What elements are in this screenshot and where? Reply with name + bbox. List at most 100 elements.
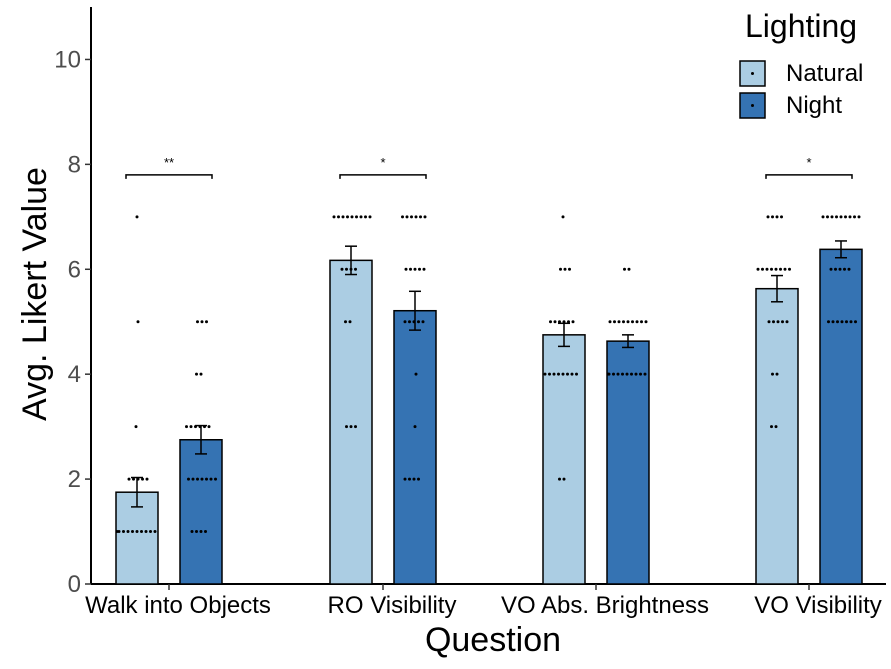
data-point [153, 530, 157, 534]
data-point [345, 267, 348, 271]
data-point [567, 320, 570, 324]
data-point [417, 477, 420, 481]
x-tick-label: VO Visibility [754, 592, 882, 619]
data-point [423, 215, 427, 219]
significance-bracket [125, 174, 213, 179]
significance-label: * [806, 155, 811, 170]
significance-label: ** [164, 155, 174, 170]
data-point [185, 425, 188, 429]
data-point [199, 530, 203, 534]
data-point [543, 372, 547, 376]
legend-swatch-dot [751, 72, 754, 75]
data-point [553, 320, 557, 324]
bar-natural [329, 259, 373, 585]
data-point [634, 372, 638, 376]
data-point [788, 267, 791, 271]
data-point [548, 372, 551, 376]
data-point [187, 477, 190, 481]
y-tick-label: 0 [68, 571, 81, 598]
data-point [196, 320, 199, 324]
data-point [771, 215, 774, 219]
data-point [207, 425, 211, 429]
data-point [617, 320, 621, 324]
x-tick-label: RO Visibility [328, 592, 457, 619]
data-point [189, 425, 193, 429]
data-point [639, 372, 642, 376]
data-point [346, 215, 349, 219]
data-point [847, 267, 851, 271]
data-point [422, 267, 426, 271]
data-point [606, 372, 610, 376]
data-point [562, 477, 566, 481]
y-tick-label: 4 [68, 361, 81, 388]
data-point [625, 372, 629, 376]
data-point [408, 320, 411, 324]
data-point [122, 530, 125, 534]
data-point [349, 425, 353, 429]
data-point [622, 320, 625, 324]
data-point [779, 267, 782, 271]
data-point [566, 372, 569, 376]
data-point [608, 320, 612, 324]
data-point [421, 320, 425, 324]
data-point [403, 320, 407, 324]
data-point [783, 267, 787, 271]
data-point [127, 477, 131, 481]
data-point [826, 215, 829, 219]
data-point [149, 530, 152, 534]
data-point [552, 372, 556, 376]
y-tick-label: 10 [54, 46, 81, 73]
significance-label: * [380, 155, 385, 170]
x-tick-label: VO Abs. Brightness [501, 592, 709, 619]
data-point [857, 215, 861, 219]
data-point [131, 530, 134, 534]
data-point [775, 215, 779, 219]
y-axis-title: Avg. Likert Value [16, 167, 54, 421]
data-point [843, 267, 846, 271]
data-point [350, 215, 354, 219]
data-point [135, 215, 139, 219]
data-point [644, 320, 648, 324]
data-point [839, 215, 843, 219]
legend-label-night: Night [786, 92, 842, 119]
data-point [341, 215, 345, 219]
data-point [785, 320, 789, 324]
data-point [200, 320, 204, 324]
data-point [781, 320, 784, 324]
data-point [621, 372, 624, 376]
data-point [144, 530, 148, 534]
y-tick-label: 6 [68, 256, 81, 283]
bar-night [393, 309, 437, 585]
significance-bracket [339, 174, 427, 179]
data-point [776, 320, 780, 324]
bar-night [179, 439, 223, 585]
data-point [835, 215, 838, 219]
data-point [199, 372, 203, 376]
data-point [612, 372, 615, 376]
data-point [214, 477, 217, 481]
data-point [571, 320, 575, 324]
data-point [640, 320, 643, 324]
data-point [562, 320, 566, 324]
data-point [774, 267, 778, 271]
data-point [115, 530, 119, 534]
data-point [568, 267, 571, 271]
data-point [780, 215, 783, 219]
data-point [635, 320, 639, 324]
bar-natural [542, 334, 586, 585]
data-point [340, 267, 344, 271]
data-point [631, 320, 634, 324]
data-point [563, 267, 567, 271]
data-point [204, 530, 207, 534]
data-point [412, 477, 416, 481]
data-point [132, 477, 135, 481]
data-point [136, 320, 140, 324]
data-point [409, 267, 412, 271]
x-axis-title: Question [425, 621, 561, 659]
data-point [627, 267, 631, 271]
bar-night [819, 248, 863, 585]
y-tick-label: 2 [68, 466, 81, 493]
data-point [558, 477, 561, 481]
data-point [830, 215, 834, 219]
